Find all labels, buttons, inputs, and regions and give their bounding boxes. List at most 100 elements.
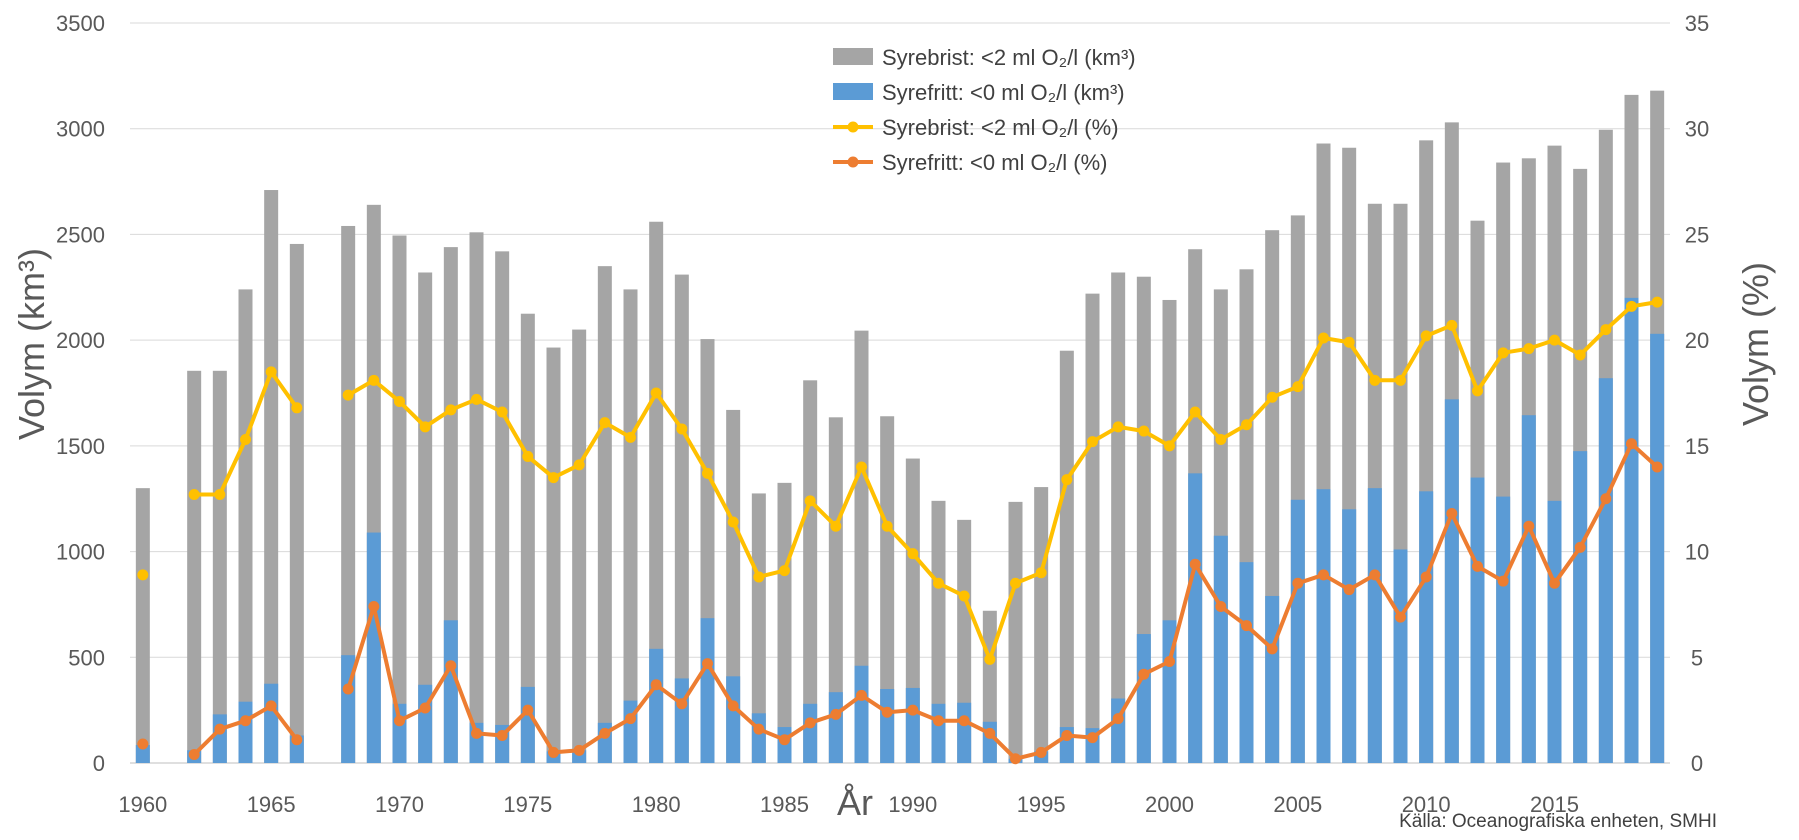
point-2006: [1318, 332, 1329, 344]
point-1973: [471, 727, 482, 739]
point-1972: [445, 660, 457, 672]
point-1965: [265, 700, 277, 712]
point-2015: [1549, 334, 1560, 346]
point-1980: [650, 387, 662, 399]
bar-syrebrist-1963: [212, 370, 227, 763]
bar-syrefritt-1989: [880, 689, 895, 763]
line-syrebrist-percent: [137, 296, 1663, 665]
bar-syrefritt-2003: [1239, 562, 1254, 763]
bar-syrefritt-2004: [1265, 595, 1280, 763]
point-1992: [958, 715, 970, 727]
point-1992: [958, 590, 970, 602]
point-1980: [650, 679, 662, 691]
bar-syrefritt-1960: [135, 745, 150, 763]
bar-syrefritt-2015: [1547, 500, 1562, 763]
point-1983: [727, 516, 739, 528]
point-1966: [291, 402, 303, 414]
series-line: [346, 441, 1659, 761]
y-right-tick-label: 15: [1685, 434, 1709, 459]
legend-swatch: [833, 83, 873, 100]
point-1978: [599, 727, 611, 739]
bar-syrebrist-1992: [957, 519, 972, 763]
x-tick-label: 2000: [1145, 792, 1194, 817]
point-2018: [1626, 438, 1637, 450]
point-1983: [727, 700, 739, 712]
point-1970: [394, 715, 405, 727]
point-2014: [1523, 343, 1535, 355]
left-axis-ticks: 0 500 1000 1500 2000 2500 3000 3500: [56, 11, 105, 776]
x-axis-title: År: [837, 782, 873, 823]
point-1970: [394, 395, 405, 407]
point-1991: [933, 577, 944, 589]
bar-syrefritt-1983: [726, 676, 741, 763]
x-tick-label: 1990: [888, 792, 937, 817]
point-2018: [1626, 300, 1637, 312]
point-1993: [984, 727, 996, 739]
point-1987: [830, 708, 842, 720]
point-1964: [240, 715, 251, 727]
bar-syrebrist-1995: [1034, 487, 1049, 763]
point-1984: [753, 723, 765, 735]
point-1994: [1010, 577, 1021, 589]
point-1995: [1035, 746, 1047, 758]
bar-syrefritt-1982: [700, 618, 715, 763]
y-left-tick-label: 3500: [56, 11, 105, 36]
point-1976: [548, 746, 559, 758]
bar-syrefritt-2011: [1444, 399, 1459, 763]
bar-syrefritt-2009: [1393, 549, 1408, 763]
bar-syrebrist-1964: [238, 289, 253, 763]
bar-syrefritt-1965: [264, 683, 279, 763]
bar-syrebrist-1973: [469, 232, 484, 764]
point-2001: [1189, 406, 1201, 418]
y-right-tick-label: 10: [1685, 540, 1709, 565]
series-line: [347, 300, 1658, 662]
bar-syrebrist-1984: [751, 493, 766, 763]
bar-syrefritt-1980: [649, 648, 664, 763]
bar-syrefritt-1972: [443, 620, 458, 763]
bar-syrebrist-1965: [264, 190, 279, 763]
x-tick-label: 1980: [632, 792, 681, 817]
point-1975: [522, 704, 534, 716]
point-1969: [368, 601, 380, 613]
y-right-tick-label: 20: [1685, 328, 1709, 353]
point-1990: [907, 548, 919, 560]
bar-syrebrist-1971: [418, 272, 433, 763]
point-1981: [676, 698, 688, 710]
bar-syrebrist-1962: [187, 370, 202, 763]
bar-syrebrist-1997: [1085, 293, 1100, 763]
point-1965: [265, 366, 277, 378]
point-1960: [137, 569, 149, 581]
point-2015: [1549, 577, 1560, 589]
line-syrefritt-percent: [137, 438, 1663, 765]
point-1963: [214, 723, 226, 735]
y-right-tick-label: 35: [1685, 11, 1709, 36]
point-1962: [188, 749, 200, 761]
point-2009: [1395, 374, 1406, 386]
point-1987: [830, 520, 842, 532]
point-2004: [1266, 643, 1278, 655]
legend-marker: [847, 156, 859, 168]
point-2016: [1574, 541, 1586, 553]
point-1985: [779, 565, 790, 577]
point-2005: [1292, 381, 1304, 393]
point-1960: [137, 738, 149, 750]
bar-syrefritt-1986: [803, 703, 818, 763]
point-1989: [881, 706, 893, 718]
bar-syrefritt-1988: [854, 665, 869, 763]
point-2016: [1574, 349, 1586, 361]
x-tick-label: 2005: [1273, 792, 1322, 817]
point-1971: [419, 702, 431, 714]
y-axis-left-title: Volym (km³): [11, 248, 52, 440]
point-1974: [496, 406, 508, 418]
bar-syrefritt-2013: [1496, 496, 1511, 763]
bar-syrefritt-2012: [1470, 477, 1485, 763]
y-right-tick-label: 25: [1685, 222, 1709, 247]
bar-syrebrist-1998: [1111, 272, 1126, 763]
bar-syrebrist-1979: [623, 289, 638, 763]
legend-label: Syrefritt: <0 ml O₂/l (km³): [882, 80, 1125, 105]
y-left-tick-label: 500: [68, 645, 105, 670]
bar-syrefritt-1987: [828, 692, 843, 763]
point-1996: [1061, 730, 1073, 742]
point-1991: [933, 715, 944, 727]
point-2003: [1241, 419, 1252, 431]
